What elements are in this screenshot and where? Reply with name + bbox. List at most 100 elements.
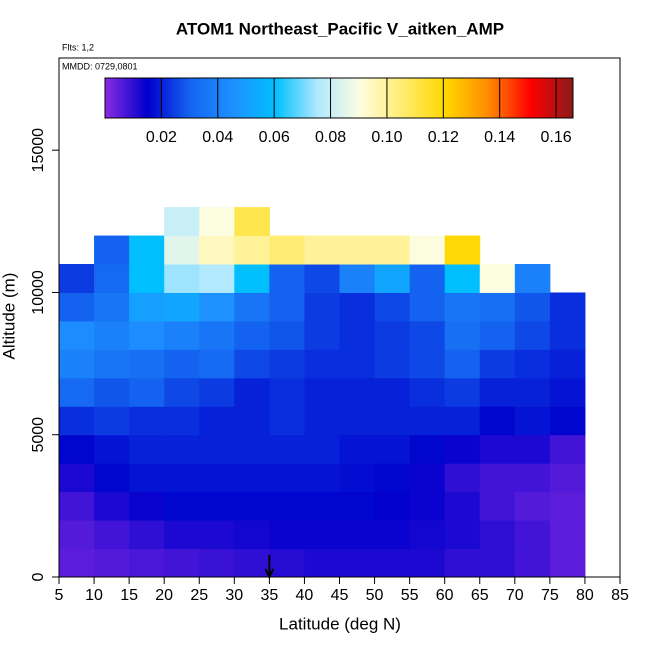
heat-cell — [479, 406, 516, 436]
heat-cell — [269, 264, 305, 293]
x-tick-label: 15 — [120, 587, 138, 604]
heat-cell — [269, 491, 305, 521]
x-tick-label: 70 — [506, 587, 524, 604]
heat-cell — [444, 463, 481, 493]
colorbar-tick-label: 0.02 — [146, 129, 177, 146]
heat-cell — [304, 520, 340, 550]
heat-cell — [94, 292, 130, 322]
heat-cell — [444, 349, 481, 379]
heat-cell — [234, 491, 270, 521]
heat-cell — [164, 434, 200, 464]
heat-cell — [304, 235, 340, 265]
heat-cell — [374, 235, 411, 265]
heat-cell — [59, 264, 95, 293]
heat-cell — [94, 235, 130, 265]
heat-cell — [409, 491, 446, 521]
heat-cell — [514, 349, 551, 379]
chart-title: ATOM1 Northeast_Pacific V_aitken_AMP — [176, 19, 504, 38]
heat-cell — [129, 377, 165, 407]
heat-cell — [479, 264, 516, 293]
heat-cell — [129, 520, 165, 550]
heat-cell — [409, 548, 446, 578]
heat-cell — [409, 292, 446, 322]
heat-cell — [444, 434, 481, 464]
heat-cell — [409, 320, 446, 350]
heat-cell — [234, 320, 270, 350]
heat-cell — [339, 320, 376, 350]
heat-cell — [59, 377, 95, 407]
heat-cell — [479, 320, 516, 350]
heat-cell — [444, 520, 481, 550]
flights-label: Flts: 1,2 — [62, 42, 94, 52]
heat-cell — [59, 491, 95, 521]
heat-cell — [304, 292, 340, 322]
heat-cell — [94, 548, 130, 578]
heat-cell — [234, 292, 270, 322]
heat-cell — [479, 434, 516, 464]
colorbar-tick-label: 0.14 — [484, 129, 515, 146]
heat-cell — [164, 207, 200, 237]
heat-cell — [304, 320, 340, 350]
heat-cell — [199, 406, 235, 436]
heat-cell — [339, 406, 376, 436]
heat-cell — [94, 463, 130, 493]
heat-cell — [374, 264, 411, 293]
heat-cell — [129, 548, 165, 578]
heat-cell — [514, 292, 551, 322]
heat-cell — [234, 434, 270, 464]
heat-cell — [479, 491, 516, 521]
heat-cell — [94, 491, 130, 521]
heat-cell — [199, 377, 235, 407]
heat-cell — [549, 377, 586, 407]
heat-cell — [479, 349, 516, 379]
heat-cell — [59, 463, 95, 493]
heat-cell — [374, 491, 411, 521]
x-tick-label: 65 — [471, 587, 489, 604]
heat-cell — [549, 491, 586, 521]
heat-cell — [269, 520, 305, 550]
heat-cell — [444, 377, 481, 407]
heat-cell — [479, 377, 516, 407]
heat-cell — [269, 349, 305, 379]
heat-cell — [374, 377, 411, 407]
heat-cell — [94, 406, 130, 436]
heat-cell — [234, 548, 270, 578]
x-tick-label: 30 — [225, 587, 243, 604]
heat-cell — [199, 264, 235, 293]
heat-cell — [374, 434, 411, 464]
heat-cell — [234, 377, 270, 407]
heat-cell — [409, 520, 446, 550]
heat-cell — [374, 463, 411, 493]
heat-cell — [479, 548, 516, 578]
x-tick-label: 5 — [55, 587, 64, 604]
colorbar-tick-label: 0.04 — [202, 129, 233, 146]
heat-cell — [339, 377, 376, 407]
heat-cell — [164, 406, 200, 436]
x-tick-label: 20 — [155, 587, 173, 604]
heat-cell — [374, 520, 411, 550]
x-tick-label: 50 — [366, 587, 384, 604]
heat-cell — [549, 434, 586, 464]
heat-cell — [374, 292, 411, 322]
heat-cell — [234, 349, 270, 379]
heat-cell — [59, 406, 95, 436]
colorbar-tick-label: 0.16 — [541, 129, 572, 146]
heat-cell — [234, 207, 270, 237]
heat-cell — [164, 520, 200, 550]
heat-cell — [409, 377, 446, 407]
heat-cell — [129, 434, 165, 464]
y-tick-label: 0 — [30, 572, 47, 581]
heat-cell — [164, 491, 200, 521]
heat-cell — [164, 320, 200, 350]
heat-cell — [339, 548, 376, 578]
colorbar-tick-label: 0.08 — [315, 129, 346, 146]
heat-cell — [549, 520, 586, 550]
heat-cell — [59, 548, 95, 578]
heat-cell — [479, 292, 516, 322]
heat-cell — [234, 235, 270, 265]
heat-cell — [409, 434, 446, 464]
heat-cell — [199, 292, 235, 322]
heat-cell — [409, 264, 446, 293]
heat-cell — [374, 406, 411, 436]
